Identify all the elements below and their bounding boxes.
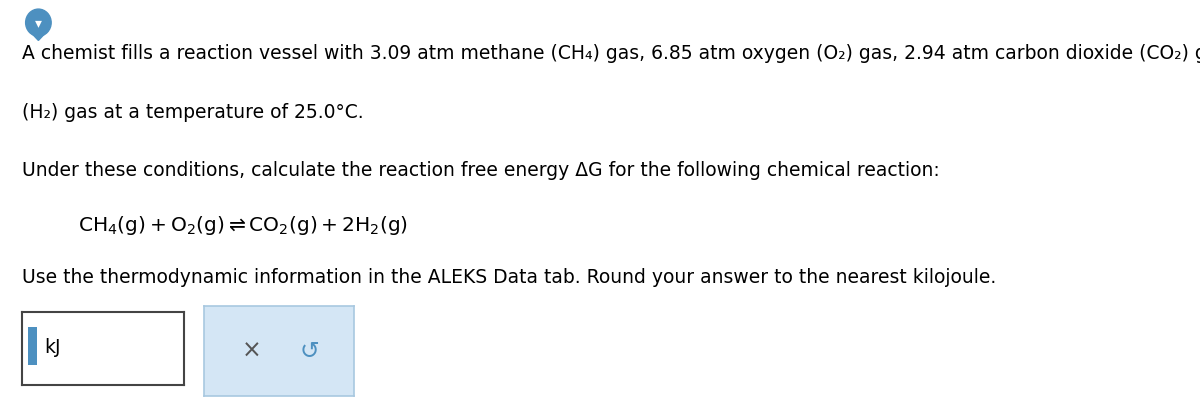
Text: $\mathrm{CH_4(g) + O_2(g) \rightleftharpoons CO_2(g) + 2H_2(g)}$: $\mathrm{CH_4(g) + O_2(g) \rightleftharp…	[78, 214, 408, 237]
Text: Use the thermodynamic information in the ALEKS Data tab. Round your answer to th: Use the thermodynamic information in the…	[22, 268, 996, 287]
Text: A chemist fills a reaction vessel with 3.09 atm methane (CH₄) gas, 6.85 atm oxyg: A chemist fills a reaction vessel with 3…	[22, 44, 1200, 63]
Circle shape	[25, 9, 52, 36]
Text: kJ: kJ	[44, 338, 61, 357]
Text: ×: ×	[242, 339, 262, 363]
Polygon shape	[31, 33, 46, 40]
Text: ↺: ↺	[299, 339, 319, 363]
Text: Under these conditions, calculate the reaction free energy ΔG for the following : Under these conditions, calculate the re…	[22, 161, 940, 180]
Text: ▾: ▾	[35, 16, 42, 30]
Bar	[28, 327, 37, 365]
Text: (H₂) gas at a temperature of 25.0°C.: (H₂) gas at a temperature of 25.0°C.	[22, 103, 364, 122]
